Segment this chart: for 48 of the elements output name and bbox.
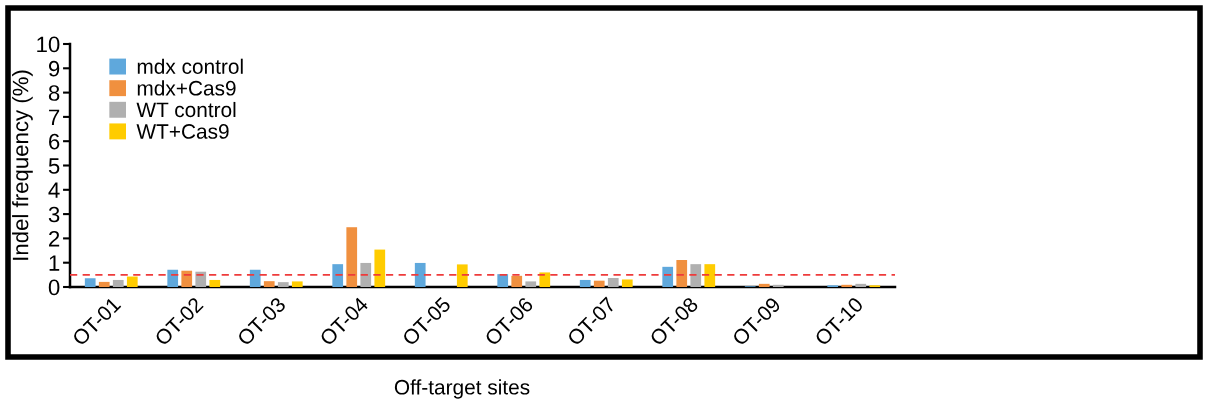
bar xyxy=(84,278,96,287)
bar xyxy=(374,249,386,287)
bar xyxy=(497,274,509,287)
bar xyxy=(126,276,138,287)
bar xyxy=(539,272,551,287)
y-tick-label: 8 xyxy=(48,85,60,101)
bar xyxy=(346,227,358,287)
bar xyxy=(772,284,784,287)
bar xyxy=(758,283,770,287)
y-tick-label: 2 xyxy=(49,230,60,247)
legend-label: mdx+Cas9 xyxy=(137,80,236,96)
bar xyxy=(263,281,275,287)
bar xyxy=(704,264,716,287)
x-axis-title: Off-target sites xyxy=(394,379,530,399)
legend-label: WT+Cas9 xyxy=(136,124,229,139)
bar xyxy=(593,280,605,287)
bar xyxy=(249,269,261,287)
bar xyxy=(855,283,867,287)
legend-label: WT control xyxy=(136,101,236,118)
bar xyxy=(360,262,372,287)
bar xyxy=(277,282,289,287)
bar xyxy=(662,266,674,287)
bar xyxy=(332,264,344,287)
y-tick-label: 9 xyxy=(48,60,60,77)
y-tick-label: 10 xyxy=(37,36,60,53)
y-tick-label: 1 xyxy=(49,255,60,271)
bar xyxy=(621,279,633,287)
y-axis-title: Indel frequency (%) xyxy=(12,70,33,260)
bar xyxy=(690,264,702,287)
bar xyxy=(414,262,426,287)
bar xyxy=(607,278,619,287)
bar xyxy=(291,281,303,287)
y-tick-label: 3 xyxy=(48,206,60,223)
bar xyxy=(841,284,853,287)
bar xyxy=(98,281,110,287)
bar xyxy=(676,260,688,287)
bar xyxy=(112,279,124,287)
y-tick-label: 7 xyxy=(49,109,60,125)
bar xyxy=(511,275,523,287)
bar xyxy=(525,281,537,287)
bar xyxy=(209,279,221,287)
y-tick-label: 4 xyxy=(48,182,60,198)
y-tick-label: 0 xyxy=(48,279,60,296)
y-tick-label: 6 xyxy=(49,133,60,150)
y-tick-label: 5 xyxy=(48,158,60,174)
bar xyxy=(456,264,468,287)
legend-label: mdx control xyxy=(137,58,243,74)
bar xyxy=(579,279,591,287)
